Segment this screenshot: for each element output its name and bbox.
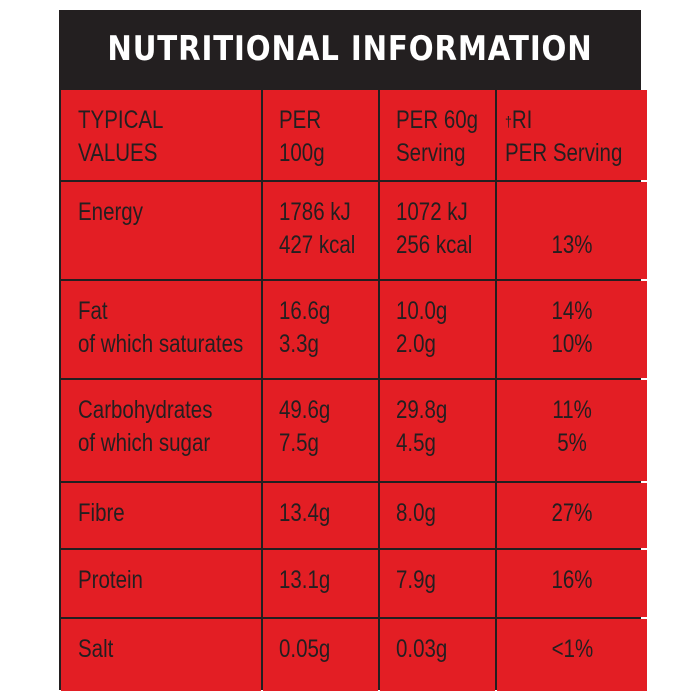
cell-fibre-per-100g: 13.4g bbox=[263, 483, 378, 548]
label-line: Carbohydrates bbox=[78, 396, 213, 424]
header-line: PER 60g bbox=[396, 106, 479, 134]
value-line: 7.9g bbox=[396, 566, 436, 594]
label-line: Salt bbox=[78, 635, 114, 663]
header-line: PER Serving bbox=[505, 139, 623, 167]
column-header-per-serving: PER 60g Serving bbox=[380, 90, 495, 180]
cell-protein-ri: 16% bbox=[497, 550, 647, 617]
cell-salt-ri: <1% bbox=[497, 619, 647, 691]
value-line: 10% bbox=[551, 330, 593, 358]
cell-fibre-ri: 27% bbox=[497, 483, 647, 548]
label-line: Fibre bbox=[78, 499, 125, 527]
value-line: 13.1g bbox=[279, 566, 331, 594]
value-line: 14% bbox=[551, 297, 593, 325]
cell-fibre-per-serving: 8.0g bbox=[380, 483, 495, 548]
value-line: 1072 kJ bbox=[396, 198, 468, 226]
cell-protein-per-100g: 13.1g bbox=[263, 550, 378, 617]
value-line: 427 kcal bbox=[279, 231, 356, 259]
cell-protein-per-serving: 7.9g bbox=[380, 550, 495, 617]
value-line: 13.4g bbox=[279, 499, 331, 527]
label-line: of which saturates bbox=[78, 330, 244, 358]
label-line: Protein bbox=[78, 566, 143, 594]
table-title: NUTRITIONAL INFORMATION bbox=[107, 29, 593, 69]
value-line: 256 kcal bbox=[396, 231, 473, 259]
value-line: <1% bbox=[551, 635, 593, 663]
cell-carbohydrates-per-serving: 29.8g 4.5g bbox=[380, 380, 495, 481]
value-line: 3.3g bbox=[279, 330, 319, 358]
value-line: 49.6g bbox=[279, 396, 331, 424]
value-line: 2.0g bbox=[396, 330, 436, 358]
nutrition-label: NUTRITIONAL INFORMATION TYPICAL VALUES P… bbox=[59, 10, 647, 691]
header-line: Serving bbox=[396, 139, 466, 167]
label-line: of which sugar bbox=[78, 429, 211, 457]
value-line: 1786 kJ bbox=[279, 198, 351, 226]
row-label-carbohydrates: Carbohydrates of which sugar bbox=[61, 380, 261, 481]
cell-salt-per-serving: 0.03g bbox=[380, 619, 495, 691]
cell-fat-per-100g: 16.6g 3.3g bbox=[263, 281, 378, 378]
value-line: 16% bbox=[551, 566, 593, 594]
column-header-ri: †RI PER Serving bbox=[497, 90, 647, 180]
cell-fat-ri: 14% 10% bbox=[497, 281, 647, 378]
cell-energy-per-100g: 1786 kJ 427 kcal bbox=[263, 182, 378, 279]
value-line: 5% bbox=[557, 429, 587, 457]
row-label-protein: Protein bbox=[61, 550, 261, 617]
dagger-symbol: † bbox=[505, 114, 512, 131]
row-label-fat: Fat of which saturates bbox=[61, 281, 261, 378]
value-line: 4.5g bbox=[396, 429, 436, 457]
header-line: VALUES bbox=[78, 139, 158, 167]
column-header-per-100g: PER 100g bbox=[263, 90, 378, 180]
label-line: Fat bbox=[78, 297, 108, 325]
header-line: TYPICAL bbox=[78, 106, 164, 134]
row-label-salt: Salt bbox=[61, 619, 261, 691]
row-label-fibre: Fibre bbox=[61, 483, 261, 548]
value-line: 10.0g bbox=[396, 297, 448, 325]
value-line: 11% bbox=[552, 396, 592, 424]
value-line: 8.0g bbox=[396, 499, 436, 527]
value-line: 16.6g bbox=[279, 297, 331, 325]
label-line: Energy bbox=[78, 198, 143, 226]
value-line: 13% bbox=[551, 231, 593, 259]
header-line: RI bbox=[511, 106, 533, 134]
value-line: 7.5g bbox=[279, 429, 319, 457]
header-line: PER bbox=[279, 106, 322, 134]
cell-salt-per-100g: 0.05g bbox=[263, 619, 378, 691]
cell-carbohydrates-ri: 11% 5% bbox=[497, 380, 647, 481]
cell-carbohydrates-per-100g: 49.6g 7.5g bbox=[263, 380, 378, 481]
value-line: 0.05g bbox=[279, 635, 331, 663]
cell-energy-ri: 13% bbox=[497, 182, 647, 279]
value-line: 29.8g bbox=[396, 396, 448, 424]
cell-energy-per-serving: 1072 kJ 256 kcal bbox=[380, 182, 495, 279]
cell-fat-per-serving: 10.0g 2.0g bbox=[380, 281, 495, 378]
value-line: 27% bbox=[551, 499, 593, 527]
nutrition-table: TYPICAL VALUES PER 100g PER 60g Serving … bbox=[59, 88, 647, 691]
value-line: 0.03g bbox=[396, 635, 448, 663]
column-header-typical-values: TYPICAL VALUES bbox=[61, 90, 261, 180]
header-line: 100g bbox=[279, 139, 325, 167]
row-label-energy: Energy bbox=[61, 182, 261, 279]
